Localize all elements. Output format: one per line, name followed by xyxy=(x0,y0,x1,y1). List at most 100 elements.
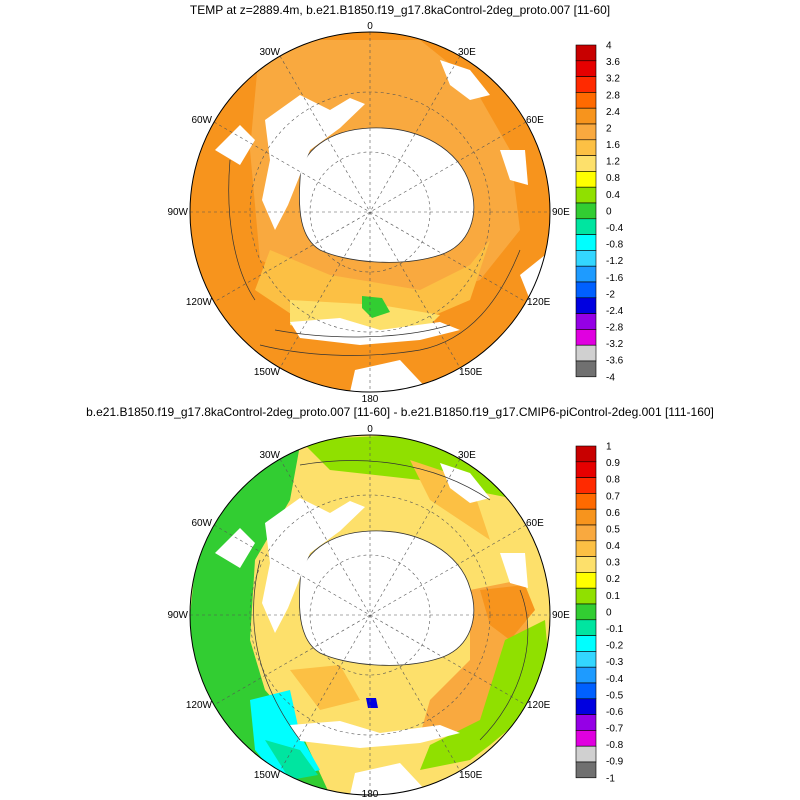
top-lon-150w: 150W xyxy=(254,367,281,378)
top-colorbar-label: -1.2 xyxy=(606,256,624,267)
top-colorbar-label: 1.2 xyxy=(606,157,620,168)
top-colorbar-cell xyxy=(575,297,597,314)
bottom-colorbar-cell xyxy=(575,651,597,668)
bottom-colorbar-label: -0.5 xyxy=(606,690,624,701)
bottom-lon-90w: 90W xyxy=(167,610,188,621)
top-colorbar-label: 0 xyxy=(606,206,612,217)
top-lon-0: 0 xyxy=(367,21,373,32)
top-weddell-nodata xyxy=(262,95,365,230)
top-lon-150e: 150E xyxy=(459,367,483,378)
top-map-border xyxy=(189,31,551,393)
top-colorbar-label: 3.6 xyxy=(606,57,620,68)
bottom-colorbar-label: 0.6 xyxy=(606,508,620,519)
bottom-colorbar: 1 0.9 0.8 0.7 0.6 0.5 0.4 0.3 0.2 0.1 0 -0.1 -0.2 -0.… xyxy=(575,442,624,784)
bottom-colorbar-label: -0.8 xyxy=(606,740,624,751)
bottom-colorbar-cell xyxy=(575,745,597,763)
top-ross-nodata xyxy=(290,318,460,345)
top-graticule xyxy=(190,32,550,392)
top-colorbar-cell xyxy=(575,202,597,220)
top-colorbar-label: 2.8 xyxy=(606,90,620,101)
top-lon-30e: 30E xyxy=(458,47,476,58)
top-colorbar-label: 3.2 xyxy=(606,74,620,85)
bottom-green-east xyxy=(420,620,550,770)
top-lon-30w: 30W xyxy=(259,47,280,58)
bottom-colorbar-cell xyxy=(575,619,597,636)
bottom-colorbar-cell xyxy=(575,572,597,589)
bottom-colorbar-label: 0.7 xyxy=(606,491,620,502)
top-colorbar-cell xyxy=(575,155,597,172)
top-colorbar-label: -1.6 xyxy=(606,273,624,284)
top-colorbar-label: 2 xyxy=(606,123,612,134)
top-green-patch xyxy=(362,296,390,318)
bottom-blue-dot xyxy=(366,698,378,708)
bottom-teal-patch xyxy=(265,740,318,780)
top-south-america-tip xyxy=(215,125,255,165)
bottom-colorbar-cell xyxy=(575,493,597,510)
top-nodata-patch-1 xyxy=(440,60,490,100)
top-colorbar-label: -2.8 xyxy=(606,323,624,334)
top-colorbar-cell xyxy=(575,186,597,204)
bottom-colorbar-label: -0.7 xyxy=(606,724,624,735)
bottom-lon-30e: 30E xyxy=(458,450,476,461)
bottom-colorbar-cell xyxy=(575,540,597,557)
bottom-colorbar-cell xyxy=(575,761,597,779)
top-panel-title: TEMP at z=2889.4m, b.e21.B1850.f19_g17.8… xyxy=(189,3,611,17)
bottom-lon-180: 180 xyxy=(362,789,379,800)
top-colorbar-cell xyxy=(575,234,597,251)
bottom-nodata-patch-1 xyxy=(440,463,490,503)
top-colorbar: 4 3.6 3.2 2.8 2.4 2 1.6 1.2 0.8 0.4 0 -0.4 -0.8 -1.2 -… xyxy=(575,41,624,383)
bottom-lon-150w: 150W xyxy=(254,770,281,781)
bottom-colorbar-label: -0.2 xyxy=(606,641,624,652)
bottom-dark-orange xyxy=(480,585,535,640)
bottom-colorbar-label: 0 xyxy=(606,607,612,618)
bottom-colorbar-cell xyxy=(575,714,597,731)
top-longitude-labels: 0 30E 60E 90E 120E 150E 180 150W 120W 90… xyxy=(167,21,570,405)
bottom-lon-30w: 30W xyxy=(259,450,280,461)
top-colorbar-cell xyxy=(575,44,597,62)
bottom-gold-south xyxy=(290,665,360,710)
bottom-antarctica xyxy=(298,530,475,666)
bottom-ross-nodata xyxy=(290,721,460,748)
top-colorbar-label: 0.8 xyxy=(606,173,620,184)
top-colorbar-cell xyxy=(575,218,597,235)
bottom-lon-150e: 150E xyxy=(459,770,483,781)
bottom-colorbar-label: 0.5 xyxy=(606,524,620,535)
bottom-panel-title: b.e21.B1850.f19_g17.8kaControl-2deg_prot… xyxy=(86,405,714,419)
top-colorbar-cell xyxy=(575,313,597,330)
top-lon-60e: 60E xyxy=(526,115,544,126)
bottom-colorbar-cell xyxy=(575,666,597,684)
bottom-colorbar-label: -0.3 xyxy=(606,657,624,668)
bottom-colorbar-label: 0.1 xyxy=(606,591,620,602)
bottom-colorbar-cell xyxy=(575,477,597,494)
top-colorbar-label: 0.4 xyxy=(606,190,620,201)
bottom-colorbar-label: 0.8 xyxy=(606,475,620,486)
bottom-graticule xyxy=(190,435,550,795)
top-lon-120w: 120W xyxy=(186,297,213,308)
top-colorbar-cell xyxy=(575,329,597,346)
top-colorbar-cell xyxy=(575,76,597,93)
top-colorbar-cell xyxy=(575,265,597,283)
top-polar-map xyxy=(189,31,551,393)
bottom-colorbar-label: 0.3 xyxy=(606,558,620,569)
top-colorbar-label: -2 xyxy=(606,289,615,300)
top-colorbar-cell xyxy=(575,107,597,125)
top-colorbar-cell xyxy=(575,281,597,299)
bottom-colorbar-label: -0.6 xyxy=(606,707,624,718)
bottom-colorbar-label: 0.4 xyxy=(606,541,620,552)
bottom-colorbar-cell xyxy=(575,587,597,605)
bottom-colorbar-label: 0.2 xyxy=(606,574,620,585)
top-colorbar-cell xyxy=(575,123,597,141)
top-colorbar-cell xyxy=(575,360,597,378)
bottom-lon-120e: 120E xyxy=(527,700,551,711)
top-colorbar-label: -3.2 xyxy=(606,339,624,350)
bottom-colorbar-label: 1 xyxy=(606,442,612,453)
top-colorbar-label: -4 xyxy=(606,372,615,383)
bottom-colorbar-cell xyxy=(575,524,597,542)
bottom-map-border xyxy=(189,434,551,796)
bottom-colorbar-label: 0.9 xyxy=(606,458,620,469)
bottom-colorbar-label: -0.1 xyxy=(606,624,624,635)
top-lon-90e: 90E xyxy=(552,207,570,218)
top-nodata-patch-2 xyxy=(500,150,528,185)
bottom-colorbar-label: -0.9 xyxy=(606,757,624,768)
top-colorbar-label: -3.6 xyxy=(606,356,624,367)
